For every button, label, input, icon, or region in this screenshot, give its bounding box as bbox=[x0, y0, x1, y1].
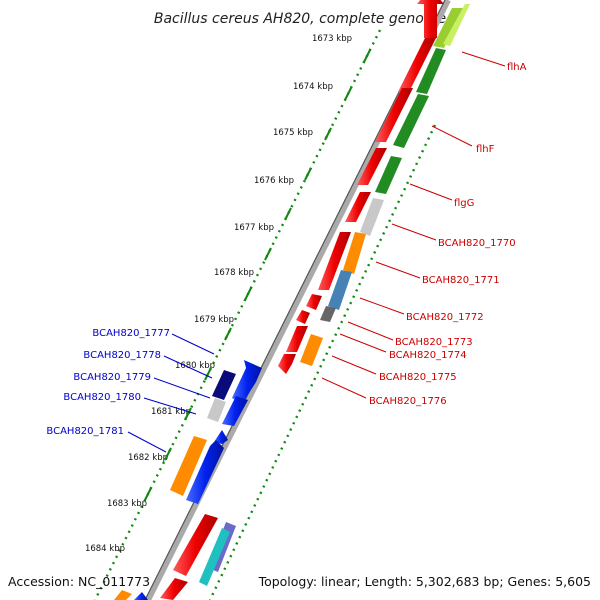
cog-block bbox=[320, 306, 336, 322]
gene-arrow[interactable] bbox=[186, 440, 224, 504]
tick-mark bbox=[264, 247, 272, 261]
tick-label: 1676 kbp bbox=[254, 176, 294, 186]
tick-mark bbox=[184, 407, 192, 421]
cog-block bbox=[114, 590, 132, 600]
tick-mark bbox=[204, 367, 212, 381]
tick-mark bbox=[324, 127, 332, 141]
gene-label[interactable]: flgG bbox=[454, 198, 474, 209]
tick-mark bbox=[363, 49, 371, 63]
tick-mark bbox=[244, 287, 252, 301]
cog-block bbox=[300, 334, 323, 366]
gene-arrow[interactable] bbox=[222, 396, 248, 426]
tick-label: 1677 kbp bbox=[234, 223, 274, 233]
gene-arrow[interactable] bbox=[286, 326, 308, 352]
cog-block bbox=[343, 232, 366, 274]
gene-label[interactable]: BCAH820_1770 bbox=[438, 238, 516, 249]
gene-arrow[interactable] bbox=[398, 38, 436, 92]
cog-block bbox=[433, 8, 464, 48]
cog-block bbox=[199, 528, 230, 586]
cog-block bbox=[393, 94, 429, 148]
tick-mark bbox=[224, 327, 232, 341]
tick-label: 1684 kbp bbox=[85, 544, 125, 554]
tick-label: 1683 kbp bbox=[107, 499, 147, 509]
leader-line bbox=[375, 261, 421, 279]
tick-label: 1675 kbp bbox=[273, 128, 313, 138]
gene-arrow[interactable] bbox=[214, 430, 228, 444]
leader-line bbox=[143, 397, 197, 415]
gene-arrow[interactable] bbox=[160, 578, 188, 600]
gene-label[interactable]: BCAH820_1779 bbox=[73, 372, 151, 383]
tick-label: 1678 kbp bbox=[214, 268, 254, 278]
tick-mark bbox=[144, 487, 152, 501]
gene-label[interactable]: BCAH820_1778 bbox=[83, 350, 161, 361]
gene-label[interactable]: BCAH820_1775 bbox=[379, 372, 457, 383]
gene-arrow[interactable] bbox=[318, 232, 351, 290]
tick-mark bbox=[304, 167, 312, 181]
gene-label[interactable]: BCAH820_1780 bbox=[63, 392, 141, 403]
gene-label[interactable]: BCAH820_1772 bbox=[406, 312, 484, 323]
tick-label: 1682 kbp bbox=[128, 453, 168, 463]
tick-label: 1679 kbp bbox=[194, 315, 234, 325]
gene-arrow[interactable] bbox=[417, 0, 444, 38]
leader-line bbox=[163, 355, 213, 379]
gene-arrow[interactable] bbox=[345, 192, 371, 222]
tick-mark bbox=[284, 207, 292, 221]
tick-label: 1681 kbp bbox=[151, 407, 191, 417]
gene-arrow[interactable] bbox=[207, 398, 226, 422]
gene-arrow[interactable] bbox=[134, 592, 148, 600]
reverse-gene-labels: BCAH820_1777 BCAH820_1778 BCAH820_1779 B… bbox=[46, 328, 215, 453]
leader-line bbox=[127, 431, 167, 453]
cog-block bbox=[328, 270, 352, 310]
gene-label[interactable]: BCAH820_1774 bbox=[389, 350, 467, 361]
leader-line bbox=[391, 223, 437, 241]
tick-label: 1674 kbp bbox=[293, 82, 333, 92]
tick-label: 1680 kbp bbox=[175, 361, 215, 371]
forward-genes bbox=[160, 0, 444, 600]
gene-arrow[interactable] bbox=[173, 514, 218, 576]
gene-label[interactable]: flhA bbox=[507, 62, 527, 73]
gene-label[interactable]: BCAH820_1781 bbox=[46, 426, 124, 437]
gene-label[interactable]: BCAH820_1777 bbox=[92, 328, 170, 339]
gene-arrow[interactable] bbox=[296, 310, 310, 324]
gene-label[interactable]: BCAH820_1776 bbox=[369, 396, 447, 407]
cog-block bbox=[416, 48, 446, 94]
leader-line bbox=[339, 333, 387, 353]
forward-gene-labels: flhA flhF flgG BCAH820_1770 BCAH820_1771… bbox=[321, 51, 527, 407]
leader-line bbox=[409, 183, 453, 201]
leader-line bbox=[153, 377, 211, 399]
gene-label[interactable]: BCAH820_1773 bbox=[395, 337, 473, 348]
leader-line bbox=[347, 321, 394, 341]
cog-block bbox=[170, 436, 207, 496]
genome-summary-text: Topology: linear; Length: 5,302,683 bp; … bbox=[258, 574, 591, 589]
tick-label: 1673 kbp bbox=[312, 34, 352, 44]
gene-arrow[interactable] bbox=[212, 370, 236, 400]
cog-block bbox=[360, 198, 384, 236]
gene-arrow[interactable] bbox=[357, 148, 387, 185]
gene-arrow[interactable] bbox=[375, 88, 413, 142]
accession-text: Accession: NC_011773 bbox=[8, 574, 150, 589]
leader-line bbox=[171, 333, 215, 355]
inner-track bbox=[208, 124, 437, 600]
scale-ticks: 1673 kbp 1674 kbp 1675 kbp 1676 kbp 1677… bbox=[85, 34, 371, 554]
tick-mark bbox=[344, 87, 352, 101]
reverse-genes bbox=[134, 360, 262, 600]
gene-label[interactable]: flhF bbox=[476, 144, 495, 155]
cog-block bbox=[375, 156, 402, 194]
leader-line bbox=[321, 377, 367, 399]
gene-arrow[interactable] bbox=[232, 360, 262, 404]
leader-line bbox=[461, 51, 506, 67]
leader-line bbox=[331, 355, 377, 375]
cog-blocks bbox=[114, 4, 470, 600]
leader-line bbox=[359, 297, 405, 315]
map-title: Bacillus cereus AH820, complete genome bbox=[154, 11, 446, 27]
scale-track bbox=[93, 29, 382, 600]
tick-mark bbox=[164, 447, 172, 461]
cog-block bbox=[443, 4, 470, 46]
gene-label[interactable]: BCAH820_1771 bbox=[422, 275, 500, 286]
leader-line bbox=[431, 125, 473, 147]
gene-arrow[interactable] bbox=[306, 294, 322, 310]
gene-arrow[interactable] bbox=[278, 354, 296, 374]
